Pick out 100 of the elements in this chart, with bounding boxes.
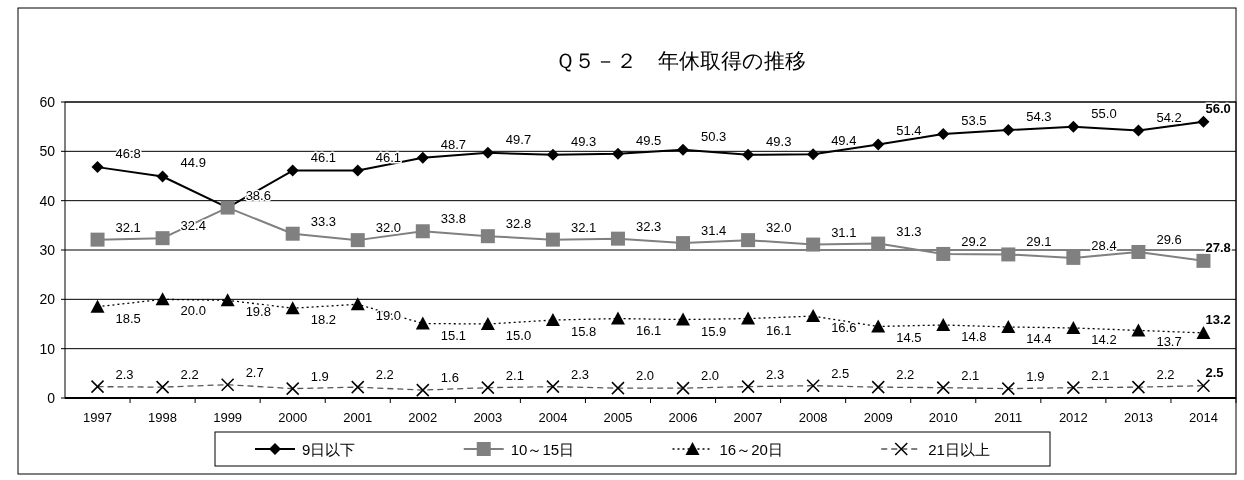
x-tick-label: 2012 (1058, 410, 1088, 425)
x-tick-label: 2004 (538, 410, 568, 425)
data-label: 33.8 (440, 211, 467, 227)
point (741, 311, 756, 325)
point (350, 297, 365, 311)
data-label: 16.1 (766, 322, 792, 338)
data-label: 1.9 (1026, 368, 1045, 384)
data-label: 49.3 (570, 133, 597, 149)
x-tick-label: 2011 (994, 410, 1023, 425)
data-label: 48.7 (440, 136, 467, 152)
point (285, 301, 300, 315)
point (1197, 115, 1210, 128)
data-label: 51.4 (896, 123, 922, 139)
point (871, 319, 886, 333)
data-label: 55.0 (1091, 105, 1117, 121)
point (741, 233, 756, 248)
point (1001, 319, 1016, 333)
point (1001, 247, 1016, 262)
data-label: 15.9 (701, 323, 727, 339)
point (936, 246, 951, 261)
data-label: 2.3 (115, 366, 134, 382)
data-label: 50.3 (701, 128, 727, 144)
data-label: 46.1 (375, 149, 402, 165)
data-label: 19.8 (245, 304, 271, 320)
data-label: 2.0 (635, 368, 655, 384)
data-label: 18.5 (115, 310, 141, 326)
data-label: 2.1 (505, 367, 524, 383)
data-label: 38.6 (245, 187, 271, 203)
data-label: 2.1 (1091, 367, 1110, 383)
point (806, 309, 821, 323)
x-tick-label: 1998 (148, 410, 178, 425)
y-tick-label: 50 (39, 143, 56, 160)
data-label: 31.1 (831, 224, 857, 240)
y-tick-label: 0 (47, 390, 56, 406)
data-label: 54.3 (1026, 109, 1052, 125)
data-label: 29.6 (1156, 231, 1182, 247)
point (807, 148, 820, 161)
data-label: 14.8 (961, 328, 987, 344)
data-label: 33.3 (310, 213, 337, 229)
y-tick-label: 30 (39, 242, 56, 258)
point (1066, 250, 1081, 265)
point (1196, 325, 1211, 339)
legend-label: 9日以下 (302, 441, 356, 458)
point (742, 148, 755, 161)
point (1131, 244, 1146, 259)
y-tick-label: 20 (39, 291, 56, 308)
point (1067, 120, 1080, 133)
point (806, 237, 821, 252)
data-label: 2.5 (831, 365, 850, 381)
data-label: 32.1 (570, 219, 597, 235)
x-tick-label: 2006 (668, 410, 698, 425)
point (545, 232, 560, 247)
point (285, 226, 300, 241)
data-label: 2.3 (766, 366, 785, 382)
point (676, 236, 691, 251)
point (416, 151, 429, 164)
data-label: 32.3 (635, 218, 662, 234)
legend-label: 21日以上 (928, 441, 990, 458)
data-label: 2.2 (896, 367, 915, 383)
point (1131, 323, 1146, 337)
x-tick-label: 2010 (928, 410, 958, 425)
data-label: 1.6 (440, 370, 459, 386)
data-label: 29.2 (961, 233, 987, 249)
x-tick-label: 2002 (408, 410, 438, 425)
point (91, 161, 104, 174)
data-label: 49.7 (505, 131, 532, 147)
point (1002, 124, 1015, 137)
data-label: 16.6 (831, 320, 857, 336)
data-label: 15.8 (570, 324, 597, 340)
x-tick-label: 2014 (1189, 410, 1218, 425)
data-label: 49.5 (635, 132, 662, 148)
point (415, 224, 430, 239)
x-tick-label: 2001 (343, 410, 373, 425)
point (90, 232, 105, 247)
data-label: 15.1 (440, 327, 467, 343)
data-label: 49.4 (831, 133, 857, 149)
point (1132, 124, 1145, 137)
data-label: 32.8 (505, 216, 532, 232)
data-label: 27.8 (1205, 239, 1231, 255)
x-tick-label: 2009 (863, 410, 893, 425)
data-label: 14.5 (896, 330, 922, 346)
point (936, 317, 951, 331)
point (872, 138, 885, 151)
point (1196, 253, 1211, 268)
point (610, 231, 625, 246)
data-label: 16.1 (635, 322, 662, 338)
point (286, 164, 299, 177)
data-label: 2.2 (375, 367, 394, 383)
x-tick-label: 2007 (733, 410, 763, 425)
data-label: 29.1 (1026, 234, 1052, 250)
x-tick-label: 2005 (603, 410, 633, 425)
point (610, 311, 625, 325)
data-label: 28.4 (1091, 237, 1117, 253)
data-label: 15.0 (505, 328, 532, 343)
data-label: 13.2 (1205, 311, 1231, 327)
data-label: 31.4 (701, 223, 727, 239)
point (481, 146, 494, 159)
data-label: 56.0 (1205, 100, 1231, 116)
point (1066, 320, 1081, 334)
y-tick-label: 40 (39, 192, 56, 209)
